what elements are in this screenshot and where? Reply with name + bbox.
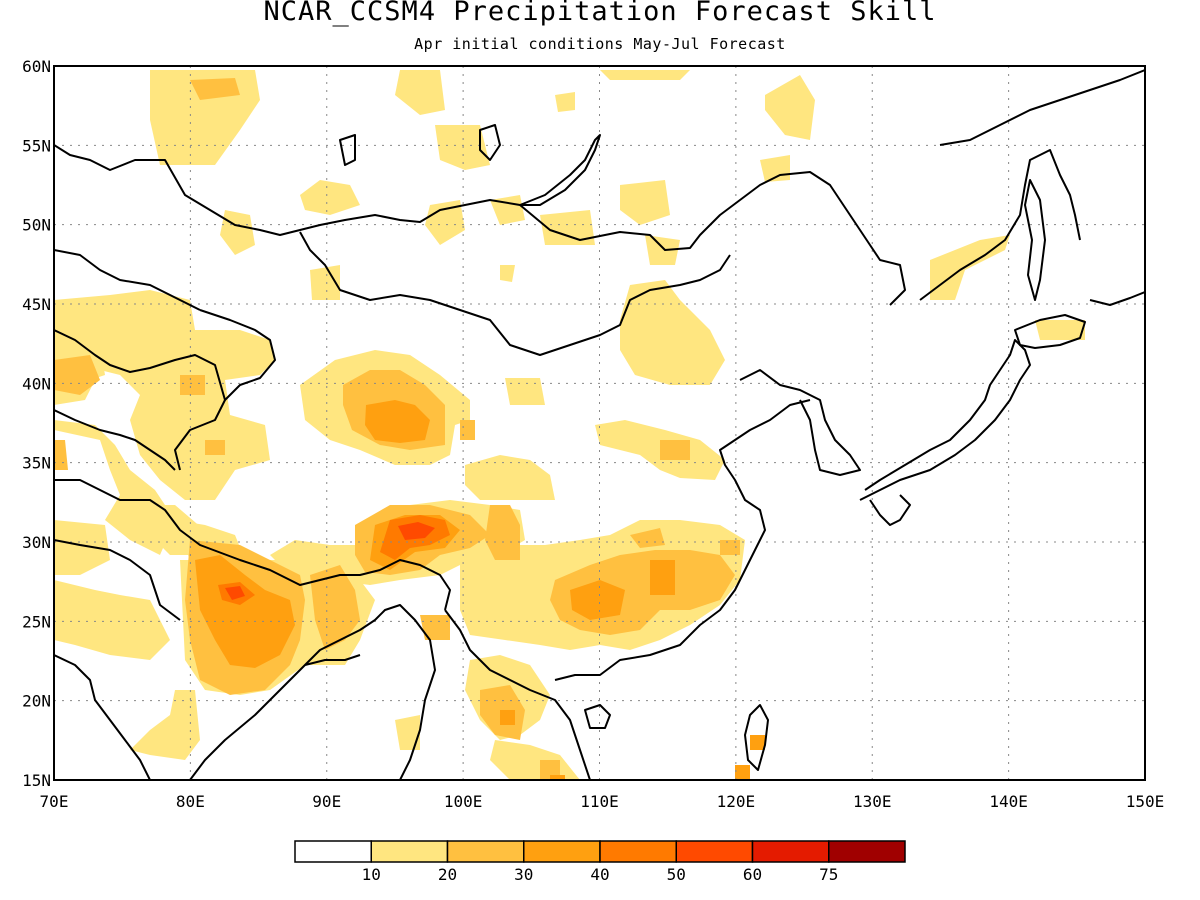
x-tick-label: 80E bbox=[176, 792, 205, 811]
x-tick-label: 70E bbox=[40, 792, 69, 811]
skill-shading bbox=[54, 70, 1085, 780]
y-tick-label: 15N bbox=[22, 771, 51, 790]
colorbar-swatch bbox=[675, 840, 754, 863]
y-tick-label: 20N bbox=[22, 692, 51, 711]
colorbar-swatch bbox=[828, 840, 906, 863]
y-tick-label: 40N bbox=[22, 374, 51, 393]
y-axis-ticks: 60N 55N 50N 45N 40N 35N 30N 25N 20N 15N bbox=[22, 57, 51, 790]
x-tick-label: 130E bbox=[853, 792, 892, 811]
skill-level-50-60 bbox=[225, 522, 435, 600]
colorbar-label: 20 bbox=[438, 865, 457, 884]
colorbar-label: 10 bbox=[362, 865, 381, 884]
colorbar-swatch bbox=[370, 840, 449, 863]
y-tick-label: 35N bbox=[22, 454, 51, 473]
y-tick-label: 25N bbox=[22, 612, 51, 631]
x-tick-label: 90E bbox=[312, 792, 341, 811]
graticule bbox=[54, 66, 1145, 780]
x-tick-label: 100E bbox=[444, 792, 483, 811]
colorbar-label: 60 bbox=[743, 865, 762, 884]
y-tick-label: 30N bbox=[22, 533, 51, 552]
colorbar: 10 20 30 40 50 60 75 bbox=[294, 840, 906, 884]
x-axis-ticks: 70E 80E 90E 100E 110E 120E 130E 140E 150E bbox=[40, 792, 1165, 811]
colorbar-swatch bbox=[751, 840, 830, 863]
colorbar-swatch bbox=[523, 840, 601, 863]
x-tick-label: 120E bbox=[717, 792, 756, 811]
colorbar-label: 75 bbox=[819, 865, 838, 884]
y-tick-label: 55N bbox=[22, 136, 51, 155]
colorbar-swatch bbox=[446, 840, 525, 863]
colorbar-label: 30 bbox=[514, 865, 533, 884]
colorbar-label: 40 bbox=[590, 865, 609, 884]
x-tick-label: 110E bbox=[580, 792, 619, 811]
x-tick-label: 140E bbox=[989, 792, 1028, 811]
y-tick-label: 50N bbox=[22, 216, 51, 235]
map-subtitle: Apr initial conditions May-Jul Forecast bbox=[414, 35, 786, 53]
coastlines-borders bbox=[54, 69, 1145, 780]
y-tick-label: 60N bbox=[22, 57, 51, 76]
plot-frame bbox=[53, 65, 1146, 781]
x-tick-label: 150E bbox=[1126, 792, 1165, 811]
colorbar-swatch bbox=[599, 840, 677, 863]
colorbar-label: 50 bbox=[667, 865, 686, 884]
colorbar-swatch bbox=[294, 840, 372, 863]
map-title: NCAR_CCSM4 Precipitation Forecast Skill bbox=[263, 0, 937, 27]
y-tick-label: 45N bbox=[22, 295, 51, 314]
